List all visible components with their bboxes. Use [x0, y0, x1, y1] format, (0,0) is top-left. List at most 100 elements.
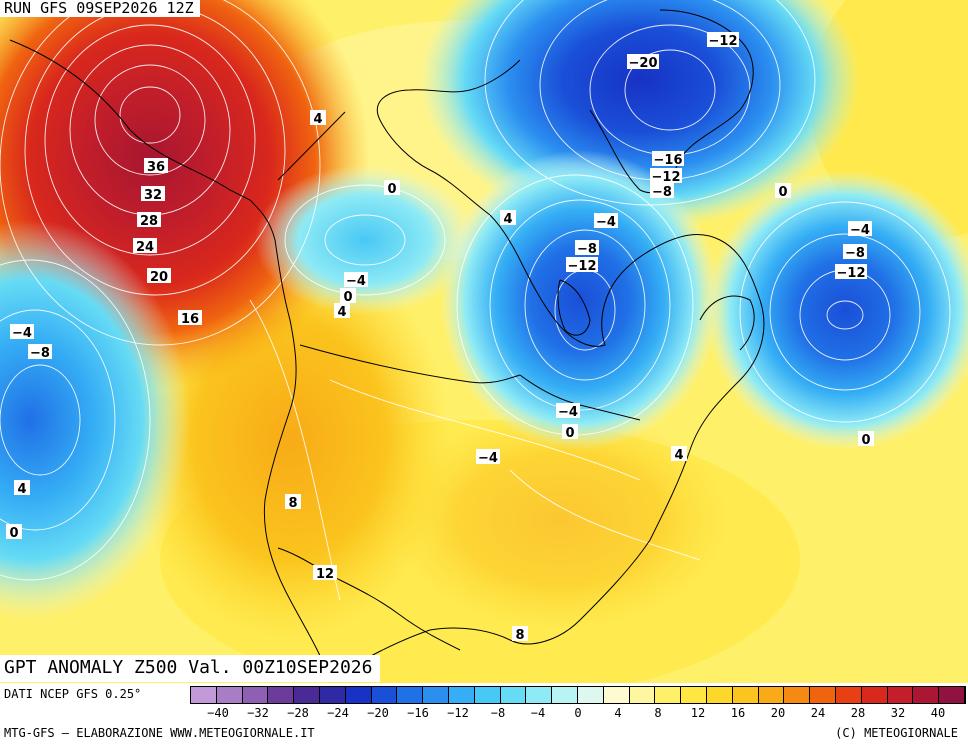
- legend-tick: 32: [891, 706, 905, 720]
- legend-tick: 16: [731, 706, 745, 720]
- contour-label: 4: [310, 110, 326, 127]
- svg-text:4: 4: [674, 448, 683, 463]
- legend-swatch: [243, 687, 269, 703]
- svg-text:−12: −12: [568, 259, 597, 274]
- svg-text:−20: −20: [629, 56, 658, 71]
- contour-label: 4: [334, 303, 350, 320]
- svg-text:12: 12: [316, 567, 334, 582]
- color-legend: −40 −32 −28 −24 −20 −16 −12 −8 −4 0 4 8 12 16 20 24 28 32…: [190, 686, 966, 722]
- svg-text:0: 0: [387, 182, 396, 197]
- anomaly-map: 3632282420164040−404−4−8−12−20−12−16−12−…: [0, 0, 968, 683]
- legend-tick: −12: [447, 706, 469, 720]
- svg-text:0: 0: [9, 526, 18, 541]
- contour-label: −8: [28, 344, 52, 361]
- svg-text:0: 0: [343, 290, 352, 305]
- svg-text:0: 0: [861, 433, 870, 448]
- svg-text:−4: −4: [850, 223, 870, 238]
- contour-label: −4: [476, 449, 500, 466]
- contour-label: 8: [512, 626, 528, 643]
- legend-tick: 20: [771, 706, 785, 720]
- bottom-panel: DATI NCEP GFS 0.25° −40 −32 −28 −24 −20 −16 −1…: [0, 683, 968, 745]
- svg-text:−8: −8: [30, 346, 50, 361]
- legend-tick: 8: [654, 706, 661, 720]
- legend-tick: −4: [531, 706, 545, 720]
- run-title: RUN GFS 09SEP2026 12Z: [0, 0, 200, 17]
- svg-text:−8: −8: [845, 246, 865, 261]
- svg-text:8: 8: [288, 496, 297, 511]
- legend-swatch: [578, 687, 604, 703]
- legend-tick: −28: [287, 706, 309, 720]
- legend-swatch: [268, 687, 294, 703]
- contour-label: 32: [141, 186, 165, 203]
- contour-label: −4: [10, 324, 34, 341]
- contour-label: 36: [144, 158, 168, 175]
- contour-label: 12: [313, 565, 337, 582]
- legend-swatch: [475, 687, 501, 703]
- legend-tick: −16: [407, 706, 429, 720]
- contour-label: 4: [500, 210, 516, 227]
- legend-ticks: −40 −32 −28 −24 −20 −16 −12 −8 −4 0 4 8 12 16 20 24 28 32…: [190, 706, 966, 722]
- legend-swatch: [707, 687, 733, 703]
- contour-label: −12: [650, 168, 682, 185]
- contour-label: −4: [594, 213, 618, 230]
- svg-text:−4: −4: [346, 274, 366, 289]
- contour-label: −12: [707, 32, 739, 49]
- contour-label: −8: [843, 244, 867, 261]
- legend-swatch: [372, 687, 398, 703]
- svg-text:−4: −4: [12, 326, 32, 341]
- contour-label: −12: [835, 264, 867, 281]
- legend-swatch: [423, 687, 449, 703]
- svg-text:28: 28: [140, 214, 158, 229]
- legend-swatch: [397, 687, 423, 703]
- legend-tick: 0: [574, 706, 581, 720]
- legend-tick: −32: [247, 706, 269, 720]
- svg-text:4: 4: [17, 482, 26, 497]
- svg-text:0: 0: [565, 426, 574, 441]
- svg-text:4: 4: [313, 112, 322, 127]
- contour-label: 8: [285, 494, 301, 511]
- legend-swatch: [939, 687, 965, 703]
- legend-swatch: [449, 687, 475, 703]
- legend-swatch: [501, 687, 527, 703]
- legend-tick: 4: [614, 706, 621, 720]
- svg-text:−12: −12: [652, 170, 681, 185]
- legend-swatch: [862, 687, 888, 703]
- contour-label: 4: [671, 446, 687, 463]
- svg-text:24: 24: [136, 240, 154, 255]
- contour-label: 0: [340, 288, 356, 305]
- legend-swatch: [759, 687, 785, 703]
- svg-text:−4: −4: [558, 405, 578, 420]
- legend-swatches: [190, 686, 966, 704]
- legend-swatch: [681, 687, 707, 703]
- svg-text:36: 36: [147, 160, 165, 175]
- legend-tick: 40: [931, 706, 945, 720]
- legend-swatch: [294, 687, 320, 703]
- legend-tick: −20: [367, 706, 389, 720]
- legend-swatch: [630, 687, 656, 703]
- contour-label: 28: [137, 212, 161, 229]
- legend-swatch: [655, 687, 681, 703]
- contour-label: −8: [575, 240, 599, 257]
- svg-text:4: 4: [503, 212, 512, 227]
- svg-text:20: 20: [150, 270, 168, 285]
- contour-label: 24: [133, 238, 157, 255]
- legend-swatch: [836, 687, 862, 703]
- legend-swatch: [888, 687, 914, 703]
- legend-swatch: [552, 687, 578, 703]
- legend-tick: −8: [491, 706, 505, 720]
- contour-label: −16: [652, 151, 684, 168]
- contour-label: 0: [562, 424, 578, 441]
- legend-swatch: [346, 687, 372, 703]
- legend-tick: 24: [811, 706, 825, 720]
- data-source: DATI NCEP GFS 0.25°: [4, 687, 141, 701]
- footer-copyright: (C) METEOGIORNALE: [835, 726, 958, 740]
- contour-label: 0: [858, 431, 874, 448]
- anomaly-title: GPT ANOMALY Z500 Val. 00Z10SEP2026: [0, 655, 380, 682]
- contour-label: −8: [650, 183, 674, 200]
- svg-text:4: 4: [337, 305, 346, 320]
- svg-text:−4: −4: [596, 215, 616, 230]
- legend-tick: 28: [851, 706, 865, 720]
- legend-tick: 12: [691, 706, 705, 720]
- contour-label: 20: [147, 268, 171, 285]
- legend-swatch: [604, 687, 630, 703]
